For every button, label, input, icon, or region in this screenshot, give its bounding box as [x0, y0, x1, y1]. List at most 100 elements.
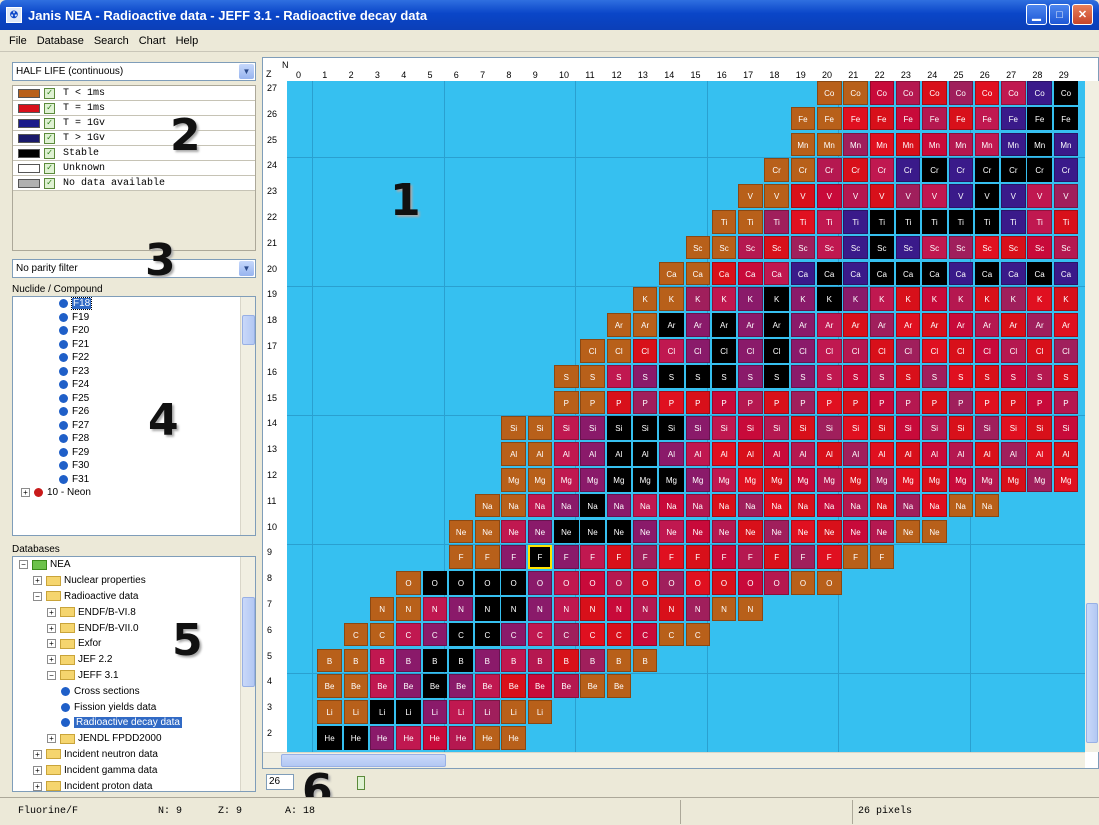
- nuclide-cell-Cr-20[interactable]: Cr: [817, 158, 842, 182]
- nuclide-cell-Mg-20[interactable]: Mg: [817, 468, 842, 492]
- nuclide-cell-P-21[interactable]: P: [843, 390, 868, 415]
- nuclide-cell-Na-17[interactable]: Na: [738, 493, 763, 518]
- nuclide-cell-Cl-19[interactable]: Cl: [790, 339, 816, 363]
- nuclide-item[interactable]: F18: [13, 297, 255, 311]
- nuclide-cell-K-25[interactable]: K: [948, 287, 973, 311]
- nuclide-cell-N-5[interactable]: N: [422, 597, 447, 621]
- nuclide-cell-Co-22[interactable]: Co: [869, 81, 895, 105]
- nuclide-cell-Mg-8[interactable]: Mg: [501, 468, 526, 492]
- nuclide-cell-F-13[interactable]: F: [632, 545, 658, 569]
- nuclide-cell-Si-12[interactable]: Si: [606, 416, 632, 440]
- nuclide-cell-B-12[interactable]: B: [606, 648, 632, 673]
- expand-icon[interactable]: +: [33, 765, 42, 775]
- nuclide-cell-Mn-26[interactable]: Mn: [974, 132, 1000, 157]
- nuclide-item[interactable]: F24: [13, 378, 255, 392]
- nuclide-cell-N-6[interactable]: N: [448, 597, 474, 621]
- nuclide-cell-C-8[interactable]: C: [501, 622, 526, 647]
- nuclide-cell-Ca-17[interactable]: Ca: [738, 261, 763, 286]
- nuclide-cell-P-17[interactable]: P: [738, 390, 763, 415]
- nuclide-cell-Si-29[interactable]: Si: [1053, 416, 1079, 440]
- close-button[interactable]: ✕: [1072, 4, 1093, 25]
- nuclide-cell-Li-9[interactable]: Li: [527, 700, 553, 724]
- nuclide-cell-Mg-11[interactable]: Mg: [580, 468, 605, 492]
- nuclide-cell-F-21[interactable]: F: [843, 545, 868, 569]
- nuclide-cell-Sc-18[interactable]: Sc: [764, 235, 789, 260]
- nuclide-cell-Cl-26[interactable]: Cl: [974, 339, 1000, 363]
- nuclide-cell-K-23[interactable]: K: [895, 287, 921, 311]
- nuclide-cell-F-14[interactable]: F: [659, 545, 684, 569]
- legend-checkbox[interactable]: ✓: [44, 147, 55, 159]
- nuclide-cell-B-3[interactable]: B: [369, 648, 395, 673]
- legend-checkbox[interactable]: ✓: [44, 102, 55, 114]
- expand-icon[interactable]: −: [33, 591, 42, 601]
- nuclide-cell-Na-19[interactable]: Na: [790, 493, 816, 518]
- nuclide-cell-F-19[interactable]: F: [790, 545, 816, 569]
- expand-icon[interactable]: +: [33, 576, 42, 586]
- nuclide-item[interactable]: F26: [13, 405, 255, 419]
- nuclide-cell-Co-24[interactable]: Co: [922, 81, 947, 105]
- legend-checkbox[interactable]: ✓: [44, 177, 55, 189]
- nuclide-cell-Ti-21[interactable]: Ti: [843, 210, 868, 234]
- nuclide-cell-K-20[interactable]: K: [817, 287, 842, 311]
- nuclide-cell-Mn-21[interactable]: Mn: [843, 132, 868, 157]
- nuclide-cell-V-26[interactable]: V: [974, 184, 1000, 208]
- nuclide-cell-S-20[interactable]: S: [817, 364, 842, 389]
- nuclide-cell-Co-20[interactable]: Co: [817, 81, 842, 105]
- nuclide-cell-O-6[interactable]: O: [448, 571, 474, 595]
- nuclide-cell-Cl-27[interactable]: Cl: [1001, 339, 1026, 363]
- nuclide-cell-Cl-24[interactable]: Cl: [922, 339, 947, 363]
- nuclide-cell-K-13[interactable]: K: [632, 287, 658, 311]
- legend-checkbox[interactable]: ✓: [44, 117, 55, 129]
- nuclide-cell-Mn-19[interactable]: Mn: [790, 132, 816, 157]
- nuclide-cell-V-24[interactable]: V: [922, 184, 947, 208]
- nuclide-cell-Be-2[interactable]: Be: [343, 674, 369, 698]
- nuclide-cell-Mg-29[interactable]: Mg: [1053, 468, 1079, 492]
- nuclide-cell-Ne-19[interactable]: Ne: [790, 519, 816, 544]
- nuclide-cell-N-11[interactable]: N: [580, 597, 605, 621]
- nuclide-cell-S-12[interactable]: S: [606, 364, 632, 389]
- nuclide-cell-F-20[interactable]: F: [817, 545, 842, 569]
- nuclide-cell-Ar-12[interactable]: Ar: [606, 313, 632, 337]
- nuclide-cell-Mg-22[interactable]: Mg: [869, 468, 895, 492]
- nuclide-cell-Sc-25[interactable]: Sc: [948, 235, 973, 260]
- nuclide-cell-Ar-14[interactable]: Ar: [659, 313, 684, 337]
- nuclide-cell-Si-13[interactable]: Si: [632, 416, 658, 440]
- expand-icon[interactable]: +: [33, 749, 42, 759]
- database-item[interactable]: + Nuclear properties: [13, 573, 255, 589]
- nuclide-cell-Al-8[interactable]: Al: [501, 442, 526, 466]
- nuclide-cell-Al-12[interactable]: Al: [606, 442, 632, 466]
- nuclide-cell-Ar-26[interactable]: Ar: [974, 313, 1000, 337]
- nuclide-cell-Sc-26[interactable]: Sc: [974, 235, 1000, 260]
- nuclide-cell-Sc-22[interactable]: Sc: [869, 235, 895, 260]
- nuclide-cell-Na-13[interactable]: Na: [632, 493, 658, 518]
- nuclide-cell-Mg-9[interactable]: Mg: [527, 468, 553, 492]
- nuclide-cell-Al-13[interactable]: Al: [632, 442, 658, 466]
- nuclide-cell-Si-18[interactable]: Si: [764, 416, 789, 440]
- nuclide-cell-Si-24[interactable]: Si: [922, 416, 947, 440]
- nuclide-cell-Be-3[interactable]: Be: [369, 674, 395, 698]
- nuclide-cell-N-15[interactable]: N: [685, 597, 710, 621]
- nuclide-cell-Ti-22[interactable]: Ti: [869, 210, 895, 234]
- nuclide-cell-O-7[interactable]: O: [475, 571, 500, 595]
- nuclide-cell-Na-11[interactable]: Na: [580, 493, 605, 518]
- nuclide-cell-Co-29[interactable]: Co: [1053, 81, 1079, 105]
- nuclide-cell-Cr-21[interactable]: Cr: [843, 158, 868, 182]
- nuclide-cell-Ti-25[interactable]: Ti: [948, 210, 973, 234]
- nuclide-cell-Na-21[interactable]: Na: [843, 493, 868, 518]
- nuclide-cell-Sc-16[interactable]: Sc: [711, 235, 737, 260]
- menu-file[interactable]: File: [9, 34, 27, 47]
- nuclide-cell-Al-10[interactable]: Al: [554, 442, 579, 466]
- expand-icon[interactable]: −: [19, 560, 28, 570]
- nuclide-cell-V-27[interactable]: V: [1001, 184, 1026, 208]
- nuclide-cell-S-26[interactable]: S: [974, 364, 1000, 389]
- nuclide-cell-V-18[interactable]: V: [764, 184, 789, 208]
- nuclide-cell-Sc-24[interactable]: Sc: [922, 235, 947, 260]
- nuclide-cell-V-29[interactable]: V: [1053, 184, 1079, 208]
- nuclide-cell-P-16[interactable]: P: [711, 390, 737, 415]
- nuclide-cell-S-27[interactable]: S: [1001, 364, 1026, 389]
- nuclide-item[interactable]: F28: [13, 432, 255, 446]
- nuclide-cell-Al-11[interactable]: Al: [580, 442, 605, 466]
- nuclide-cell-Mg-19[interactable]: Mg: [790, 468, 816, 492]
- nuclide-cell-P-25[interactable]: P: [948, 390, 973, 415]
- expand-icon[interactable]: −: [47, 670, 56, 680]
